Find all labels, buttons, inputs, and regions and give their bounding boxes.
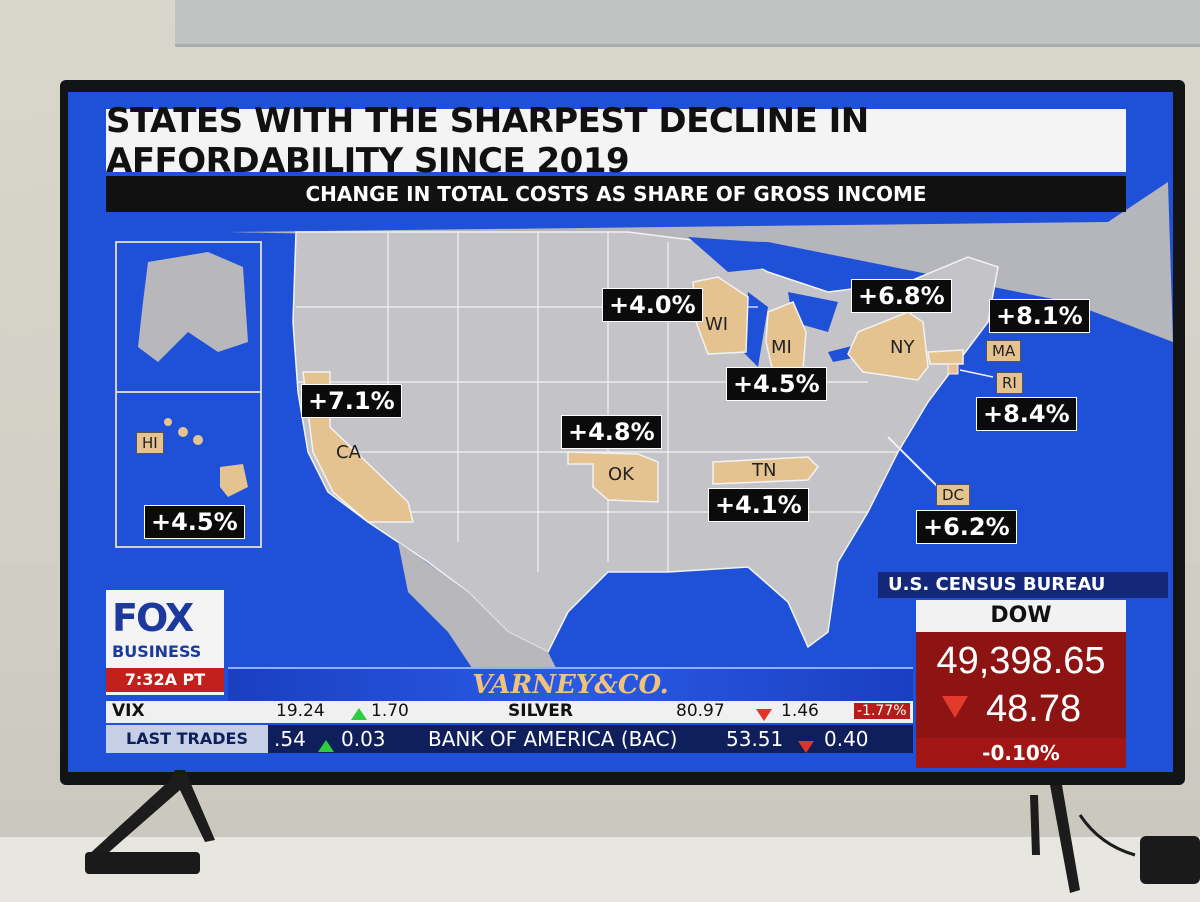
- state-label-ca: CA: [336, 442, 361, 463]
- dow-percent: -0.10%: [916, 738, 1126, 768]
- remote-control: [85, 852, 200, 874]
- value-label-ri: +8.4%: [976, 397, 1077, 431]
- dow-label: DOW: [916, 600, 1126, 632]
- state-label-dc: DC: [936, 484, 971, 506]
- state-ny: [847, 311, 929, 381]
- state-label-mi: MI: [771, 337, 792, 358]
- dow-value: 49,398.65: [936, 640, 1106, 682]
- clock-time: 7:32A PT: [106, 668, 224, 692]
- ticker-silver-price: 80.97: [676, 701, 725, 721]
- ticker-silver-name: SILVER: [508, 701, 573, 721]
- state-label-ri: RI: [996, 372, 1023, 394]
- page-subtitle: CHANGE IN TOTAL COSTS AS SHARE OF GROSS …: [106, 176, 1126, 212]
- value-label-ma: +8.1%: [989, 299, 1090, 333]
- state-hi: [220, 464, 248, 497]
- up-arrow-icon: [318, 733, 334, 757]
- state-label-ma: MA: [986, 340, 1022, 362]
- fox-business-logo: FOX BUSINESS 7:32A PT: [106, 590, 224, 695]
- ticker-bottom-first-change: 0.03: [341, 727, 386, 751]
- ticker-silver-change: 1.46: [781, 701, 819, 721]
- down-arrow-icon: [942, 696, 968, 718]
- show-name: VARNEY&CO.: [472, 670, 669, 700]
- state-label-ok: OK: [608, 464, 634, 485]
- ticker-bac-name: BANK OF AMERICA (BAC): [428, 727, 678, 751]
- value-label-mi: +4.5%: [726, 367, 827, 401]
- counter-surface: [0, 835, 1200, 902]
- state-ma: [927, 349, 964, 365]
- state-label-wi: WI: [705, 314, 729, 335]
- value-label-ny: +6.8%: [851, 279, 952, 313]
- state-tn: [712, 456, 819, 485]
- ticker-top-value: 19.24: [276, 701, 325, 721]
- state-label-hi: HI: [136, 432, 164, 454]
- ticker-top-change: 1.70: [371, 701, 409, 721]
- value-label-wi: +4.0%: [602, 288, 703, 322]
- tv-stand-right: [1030, 785, 1136, 893]
- ticker-top: VIX 19.24 1.70 SILVER 80.97 1.46 -1.77%: [106, 701, 913, 723]
- up-arrow-icon: [351, 705, 367, 725]
- value-label-dc: +6.2%: [916, 510, 1017, 544]
- last-trades-label: LAST TRADES: [106, 725, 268, 753]
- dow-change: 48.78: [986, 688, 1082, 730]
- logo-business-text: BUSINESS: [112, 642, 202, 661]
- tv-stand-left: [85, 770, 215, 860]
- wall-shelf: [175, 0, 1200, 47]
- state-ri: [947, 363, 959, 375]
- state-ok: [567, 451, 659, 503]
- show-banner: VARNEY&CO.: [228, 667, 913, 701]
- tv-screen: STATES WITH THE SHARPEST DECLINE IN AFFO…: [68, 92, 1173, 772]
- value-label-tn: +4.1%: [708, 488, 809, 522]
- alaska: [138, 252, 248, 362]
- ticker-bac-change: 0.40: [824, 727, 869, 751]
- ticker-silver-pct: -1.77%: [854, 703, 910, 719]
- down-arrow-icon: [756, 706, 772, 726]
- source-label: U.S. CENSUS BUREAU: [878, 572, 1168, 598]
- state-label-ny: NY: [890, 337, 915, 358]
- streaming-box: [1140, 836, 1200, 884]
- state-label-tn: TN: [752, 460, 777, 481]
- ticker-bottom: LAST TRADES .54 0.03 BANK OF AMERICA (BA…: [106, 725, 913, 753]
- logo-fox-text: FOX: [112, 596, 194, 640]
- state-wi: [692, 276, 749, 355]
- value-label-ca: +7.1%: [301, 384, 402, 418]
- page-title: STATES WITH THE SHARPEST DECLINE IN AFFO…: [106, 101, 1126, 181]
- ticker-top-symbol: VIX: [112, 701, 145, 721]
- value-label-hi: +4.5%: [144, 505, 245, 539]
- dow-panel: DOW 49,398.65 48.78 -0.10%: [916, 600, 1126, 768]
- value-label-ok: +4.8%: [561, 415, 662, 449]
- ticker-bottom-first-price: .54: [274, 727, 306, 751]
- ticker-bac-price: 53.51: [726, 727, 784, 751]
- down-arrow-icon: [798, 734, 814, 758]
